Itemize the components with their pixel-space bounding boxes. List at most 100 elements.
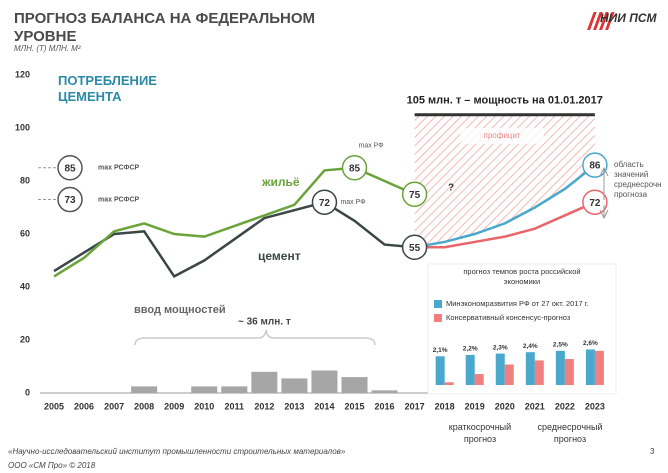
- line-label: жильё: [261, 175, 300, 189]
- value-circle: [57, 155, 83, 181]
- x-tick-label: 2016: [375, 401, 395, 411]
- x-tick-label: 2017: [405, 401, 425, 411]
- x-tick-label: 2013: [284, 401, 304, 411]
- x-tick-label: 2006: [74, 401, 94, 411]
- units: МЛН. (Т) МЛН. М²: [14, 44, 81, 53]
- x-tick-label: 2010: [194, 401, 214, 411]
- bar: [311, 370, 338, 393]
- y-tick-label: 20: [20, 334, 30, 344]
- inset-bar: [435, 356, 445, 385]
- footer-copyright: ООО «СМ Про» © 2018: [8, 461, 96, 470]
- value-circle: [401, 234, 428, 260]
- logo-stripe: [593, 12, 603, 30]
- bar: [191, 386, 218, 393]
- period-label: среднесрочный прогноз: [537, 422, 603, 444]
- inset-bar: [504, 364, 514, 385]
- inset-title: прогноз темпов роста российской экономик…: [463, 267, 581, 286]
- inset-value-label: 2,1%: [433, 347, 448, 354]
- y-tick-label: 40: [20, 281, 30, 291]
- y-tick-label: 0: [25, 387, 30, 397]
- bar: [281, 378, 308, 393]
- inset-box: [427, 263, 617, 395]
- section-title: ПОТРЕБЛЕНИЕ ЦЕМЕНТА: [58, 73, 157, 104]
- bar: [221, 386, 248, 393]
- brace: [134, 329, 376, 346]
- footer-org: «Научно-исследовательский институт промы…: [8, 447, 346, 456]
- x-tick-label: 2011: [225, 401, 245, 411]
- y-tick-label: 120: [15, 69, 30, 79]
- inset-bar: [444, 382, 454, 385]
- inset-bar: [555, 350, 565, 385]
- value-circle-label: 72: [589, 198, 601, 209]
- value-circle: [311, 189, 338, 215]
- bar: [341, 377, 368, 393]
- value-circle-label: 85: [64, 163, 76, 174]
- inset-value-label: 2,6%: [583, 340, 598, 347]
- inset-bar: [534, 360, 544, 385]
- x-tick-label: 2007: [104, 401, 124, 411]
- period-label: краткосрочный прогноз: [448, 422, 512, 444]
- inset-bar: [474, 374, 484, 385]
- x-tick-label: 2022: [555, 401, 575, 411]
- x-tick-label: 2015: [344, 401, 364, 411]
- point-note: max РФ: [359, 143, 384, 150]
- bars-label: ввод мощностей: [134, 304, 226, 316]
- reference-label: max РСФСР: [98, 165, 140, 172]
- legend-swatch: [434, 300, 442, 308]
- x-tick-label: 2021: [525, 401, 545, 411]
- capacity-label: 105 млн. т – мощность на 01.01.2017: [407, 95, 603, 107]
- x-tick-label: 2008: [134, 401, 154, 411]
- line-label: цемент: [258, 249, 301, 263]
- page-number: 3: [650, 447, 655, 456]
- x-tick-label: 2023: [585, 401, 605, 411]
- range-note: область значений среднесрочн прогноза: [614, 160, 662, 199]
- bar: [251, 371, 278, 393]
- value-circle-label: 55: [409, 243, 421, 254]
- legend-label: Минэкономразвития РФ от 27 окт. 2017 г.: [446, 299, 589, 308]
- logo-stripe: [587, 12, 597, 30]
- x-tick-label: 2009: [164, 401, 184, 411]
- question: ?: [448, 183, 454, 194]
- inset-value-label: 2,3%: [493, 344, 508, 351]
- x-tick-label: 2005: [44, 401, 64, 411]
- x-tick-label: 2020: [495, 401, 515, 411]
- logo-stripe: [599, 12, 609, 30]
- value-circle-label: 72: [319, 198, 331, 209]
- inset-bar: [564, 359, 574, 385]
- bars-total: ~ 36 млн. т: [238, 317, 291, 328]
- value-circle: [582, 152, 608, 178]
- x-tick-label: 2018: [435, 401, 455, 411]
- y-tick-label: 100: [15, 122, 30, 132]
- inset-value-label: 2,4%: [523, 343, 538, 350]
- line: [53, 200, 415, 279]
- point-note: max РФ: [340, 199, 365, 206]
- inset-bar: [525, 352, 535, 385]
- inset-bar: [594, 350, 604, 385]
- y-tick-label: 80: [20, 175, 30, 185]
- surplus-area: [414, 114, 595, 248]
- surplus-box: [460, 128, 544, 144]
- line: [414, 164, 596, 249]
- range-bracket: [599, 166, 609, 220]
- inset-bar: [585, 349, 595, 385]
- value-circle: [582, 189, 608, 215]
- line: [414, 201, 596, 249]
- inset-bar: [465, 354, 475, 385]
- surplus-label: профицит: [484, 131, 521, 140]
- x-tick-label: 2012: [254, 401, 274, 411]
- inset-bar: [495, 353, 505, 385]
- inset-value-label: 2,2%: [463, 346, 478, 353]
- value-circle-label: 75: [409, 190, 421, 201]
- inset-value-label: 2,5%: [553, 342, 568, 349]
- legend-swatch: [434, 314, 442, 322]
- line: [53, 166, 416, 278]
- value-circle: [57, 186, 83, 213]
- x-tick-label: 2014: [314, 401, 334, 411]
- value-circle: [401, 181, 428, 207]
- bar: [371, 390, 398, 393]
- logo-stripe: [605, 12, 615, 30]
- value-circle-label: 73: [64, 195, 76, 206]
- x-tick-label: 2019: [465, 401, 485, 411]
